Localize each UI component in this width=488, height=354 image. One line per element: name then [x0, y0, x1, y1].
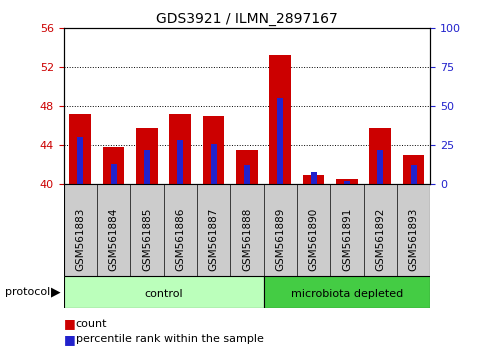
Text: protocol: protocol: [5, 287, 50, 297]
Bar: [277, 98, 283, 184]
Bar: [302, 175, 324, 184]
Bar: [343, 181, 349, 184]
Bar: [143, 150, 150, 184]
Bar: [410, 165, 416, 184]
Text: GSM561892: GSM561892: [375, 207, 385, 270]
Bar: [236, 150, 257, 184]
Bar: [136, 128, 158, 184]
Text: GSM561891: GSM561891: [341, 207, 351, 270]
Bar: [69, 114, 91, 184]
Bar: [169, 114, 191, 184]
Bar: [402, 155, 424, 184]
Text: ▶: ▶: [51, 286, 61, 298]
Bar: [177, 141, 183, 184]
Bar: [269, 55, 290, 184]
Text: GSM561885: GSM561885: [142, 207, 152, 270]
Title: GDS3921 / ILMN_2897167: GDS3921 / ILMN_2897167: [156, 12, 337, 26]
Bar: [263, 276, 429, 308]
Text: ■: ■: [63, 333, 75, 346]
Text: GSM561893: GSM561893: [408, 207, 418, 270]
Text: GSM561890: GSM561890: [308, 207, 318, 270]
Bar: [377, 150, 383, 184]
Text: GSM561887: GSM561887: [208, 207, 218, 270]
Bar: [102, 147, 124, 184]
Bar: [203, 116, 224, 184]
Text: GSM561884: GSM561884: [108, 207, 118, 270]
Text: GSM561883: GSM561883: [75, 207, 85, 270]
Bar: [244, 165, 249, 184]
Text: GSM561886: GSM561886: [175, 207, 185, 270]
Bar: [335, 179, 357, 184]
Text: count: count: [76, 319, 107, 329]
Text: GSM561888: GSM561888: [242, 207, 251, 270]
Bar: [210, 144, 216, 184]
Bar: [310, 172, 316, 184]
Bar: [77, 137, 83, 184]
Text: microbiota depleted: microbiota depleted: [290, 289, 402, 299]
Text: GSM561889: GSM561889: [275, 207, 285, 270]
Bar: [63, 276, 263, 308]
Bar: [110, 164, 116, 184]
Text: control: control: [144, 289, 183, 299]
Text: ■: ■: [63, 318, 75, 330]
Bar: [369, 128, 390, 184]
Text: percentile rank within the sample: percentile rank within the sample: [76, 334, 263, 344]
